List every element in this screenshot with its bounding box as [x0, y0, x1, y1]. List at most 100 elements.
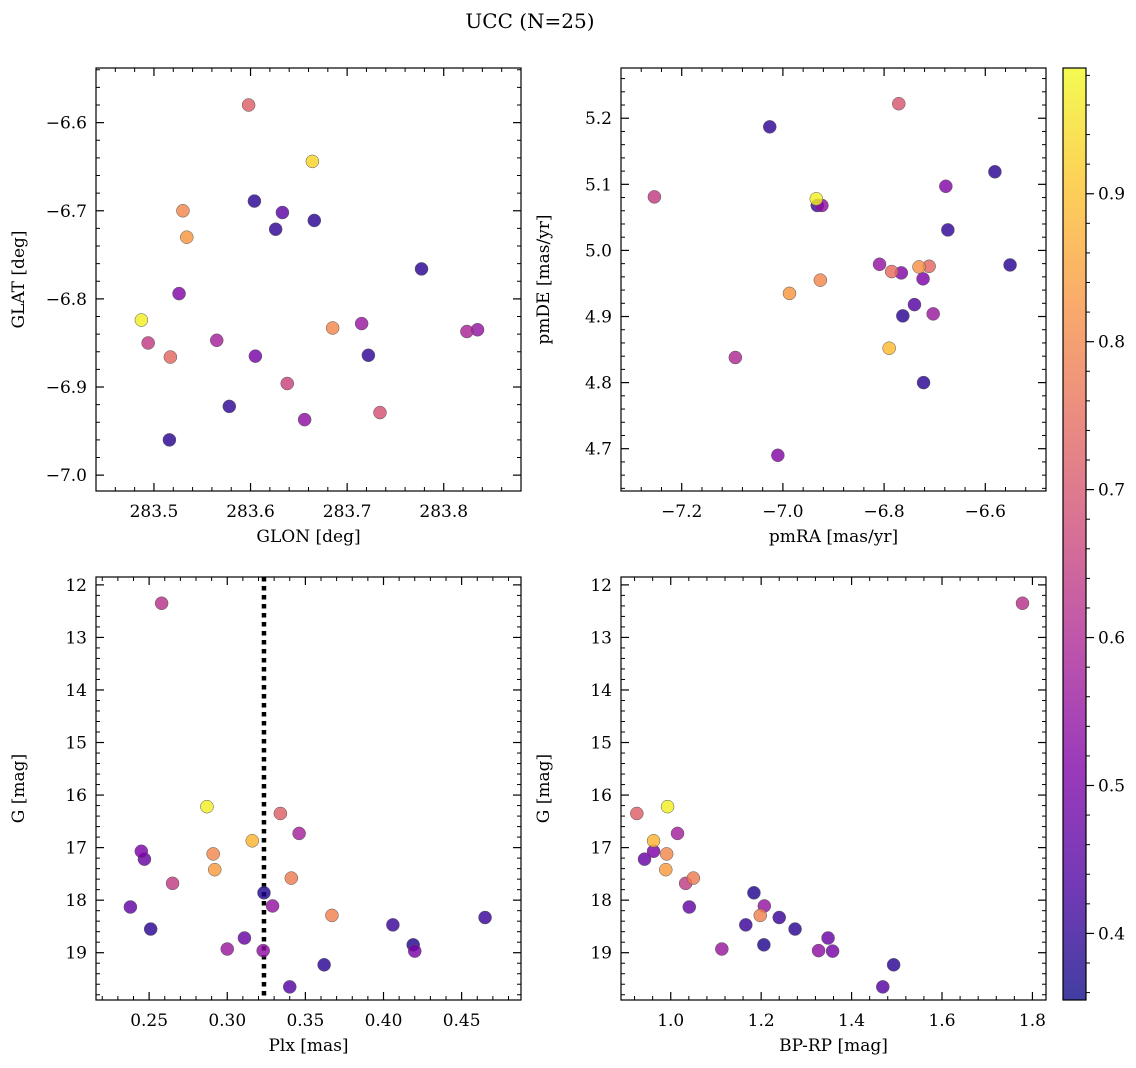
scatter-point	[872, 257, 887, 272]
y-tick-label: 5.0	[585, 241, 612, 261]
colorbar-tick-label: 0.7	[1098, 481, 1125, 501]
scatter-point	[757, 938, 771, 952]
scatter-point	[165, 876, 180, 891]
x-tick-label: 0.35	[286, 1011, 324, 1031]
x-tick-label: 0.40	[365, 1011, 403, 1031]
y-tick-label: 19	[590, 944, 612, 964]
colorbar-tick-label: 0.8	[1098, 333, 1125, 353]
scatter-point	[209, 333, 224, 348]
y-tick-label: 19	[65, 944, 87, 964]
scatter-point	[317, 958, 331, 972]
scatter-point	[180, 230, 194, 244]
scatter-point	[292, 826, 306, 841]
scatter-point	[220, 942, 234, 956]
y-tick-label: −6.6	[46, 114, 87, 134]
scatter-point	[939, 179, 953, 194]
scatter-point	[811, 943, 826, 958]
scatter-point	[305, 154, 320, 169]
scatter-point	[916, 272, 930, 286]
scatter-point	[660, 799, 675, 814]
y-tick-label: 14	[65, 681, 87, 701]
x-tick-label: −6.6	[965, 502, 1006, 522]
y-tick-label: 16	[65, 786, 87, 806]
scatter-point	[813, 273, 828, 287]
scatter-point	[646, 834, 661, 848]
y-tick-label: 16	[590, 786, 612, 806]
scatter-point	[912, 260, 926, 274]
scatter-point	[408, 944, 422, 958]
x-tick-label: 0.25	[130, 1011, 168, 1031]
scatter-point	[373, 405, 387, 420]
panel-4: 1.0 1.2 1.4 1.6 1.8 12 13 14 15 16 17 18 19 BP-RP [ma…	[534, 576, 1047, 1056]
panels: 283.5 283.6 283.7 283.8 −7.0 −6.9 −6.8 −6.7 −6.6…	[9, 67, 1047, 1056]
scatter-point	[134, 313, 149, 327]
scatter-point	[825, 944, 840, 958]
y-tick-label: 17	[65, 839, 87, 859]
scatter-point	[275, 205, 290, 220]
x-tick-label: 1.2	[748, 1011, 775, 1031]
scatter-point	[988, 165, 1002, 179]
axes-frame	[95, 576, 522, 1001]
scatter-point	[637, 852, 652, 866]
x-tick-label: −7.0	[762, 502, 803, 522]
scatter-point	[354, 316, 369, 331]
scatter-point	[886, 958, 901, 972]
scatter-point	[172, 286, 186, 301]
scatter-point	[772, 910, 786, 925]
scatter-point	[143, 922, 158, 936]
figure-title: UCC (N=25)	[465, 9, 594, 33]
x-tick-label: 0.45	[443, 1011, 481, 1031]
y-tick-label: 5.1	[585, 175, 612, 195]
y-tick-label: 14	[590, 681, 612, 701]
scatter-point	[206, 847, 220, 861]
scatter-point	[659, 847, 674, 861]
scatter-point	[460, 324, 474, 339]
scatter-point	[763, 120, 777, 134]
scatter-point	[162, 433, 177, 447]
colorbar-tick-label: 0.9	[1098, 185, 1125, 205]
scatter-point	[386, 918, 400, 932]
scatter-point	[361, 348, 376, 363]
x-tick-label: 283.7	[323, 502, 372, 522]
scatter-point	[325, 908, 339, 923]
scatter-point	[163, 350, 178, 364]
scatter-point	[821, 931, 835, 945]
y-tick-label: 17	[590, 839, 612, 859]
scatter-point	[284, 871, 299, 885]
scatter-point	[882, 341, 896, 355]
y-tick-label: −7.0	[46, 466, 87, 486]
y-tick-label: 18	[590, 891, 612, 911]
y-axis-label: G [mag]	[9, 754, 29, 823]
scatter-point	[176, 204, 190, 218]
y-tick-label: 13	[590, 628, 612, 648]
scatter-point	[926, 307, 940, 321]
scatter-point	[753, 908, 768, 923]
scatter-point	[647, 190, 662, 204]
y-tick-label: 12	[65, 576, 87, 596]
x-tick-label: 1.0	[657, 1011, 684, 1031]
y-tick-label: 12	[590, 576, 612, 596]
scatter-point	[892, 96, 906, 111]
scatter-point	[257, 886, 271, 900]
y-tick-label: −6.9	[46, 378, 87, 398]
x-axis-label: GLON [deg]	[256, 527, 360, 547]
y-axis-label: G [mag]	[534, 754, 554, 823]
scatter-point	[273, 806, 288, 821]
x-tick-label: −7.2	[661, 502, 702, 522]
scatter-point	[788, 922, 802, 936]
scatter-point	[222, 399, 237, 414]
scatter-point	[141, 336, 155, 350]
scatter-point	[782, 286, 797, 301]
scatter-point	[297, 412, 312, 427]
scatter-point	[771, 448, 785, 463]
colorbar-ticks: 0.4 0.5 0.6 0.7 0.8 0.9	[1086, 74, 1125, 994]
scatter-point	[134, 844, 149, 859]
y-tick-label: −6.8	[46, 290, 87, 310]
scatter-point	[659, 862, 673, 877]
scatter-point	[237, 931, 252, 945]
x-axis-label: BP-RP [mag]	[779, 1036, 888, 1056]
scatter-point	[630, 806, 644, 821]
colorbar-frame	[1062, 67, 1087, 1001]
x-tick-label: 1.8	[1019, 1011, 1046, 1031]
